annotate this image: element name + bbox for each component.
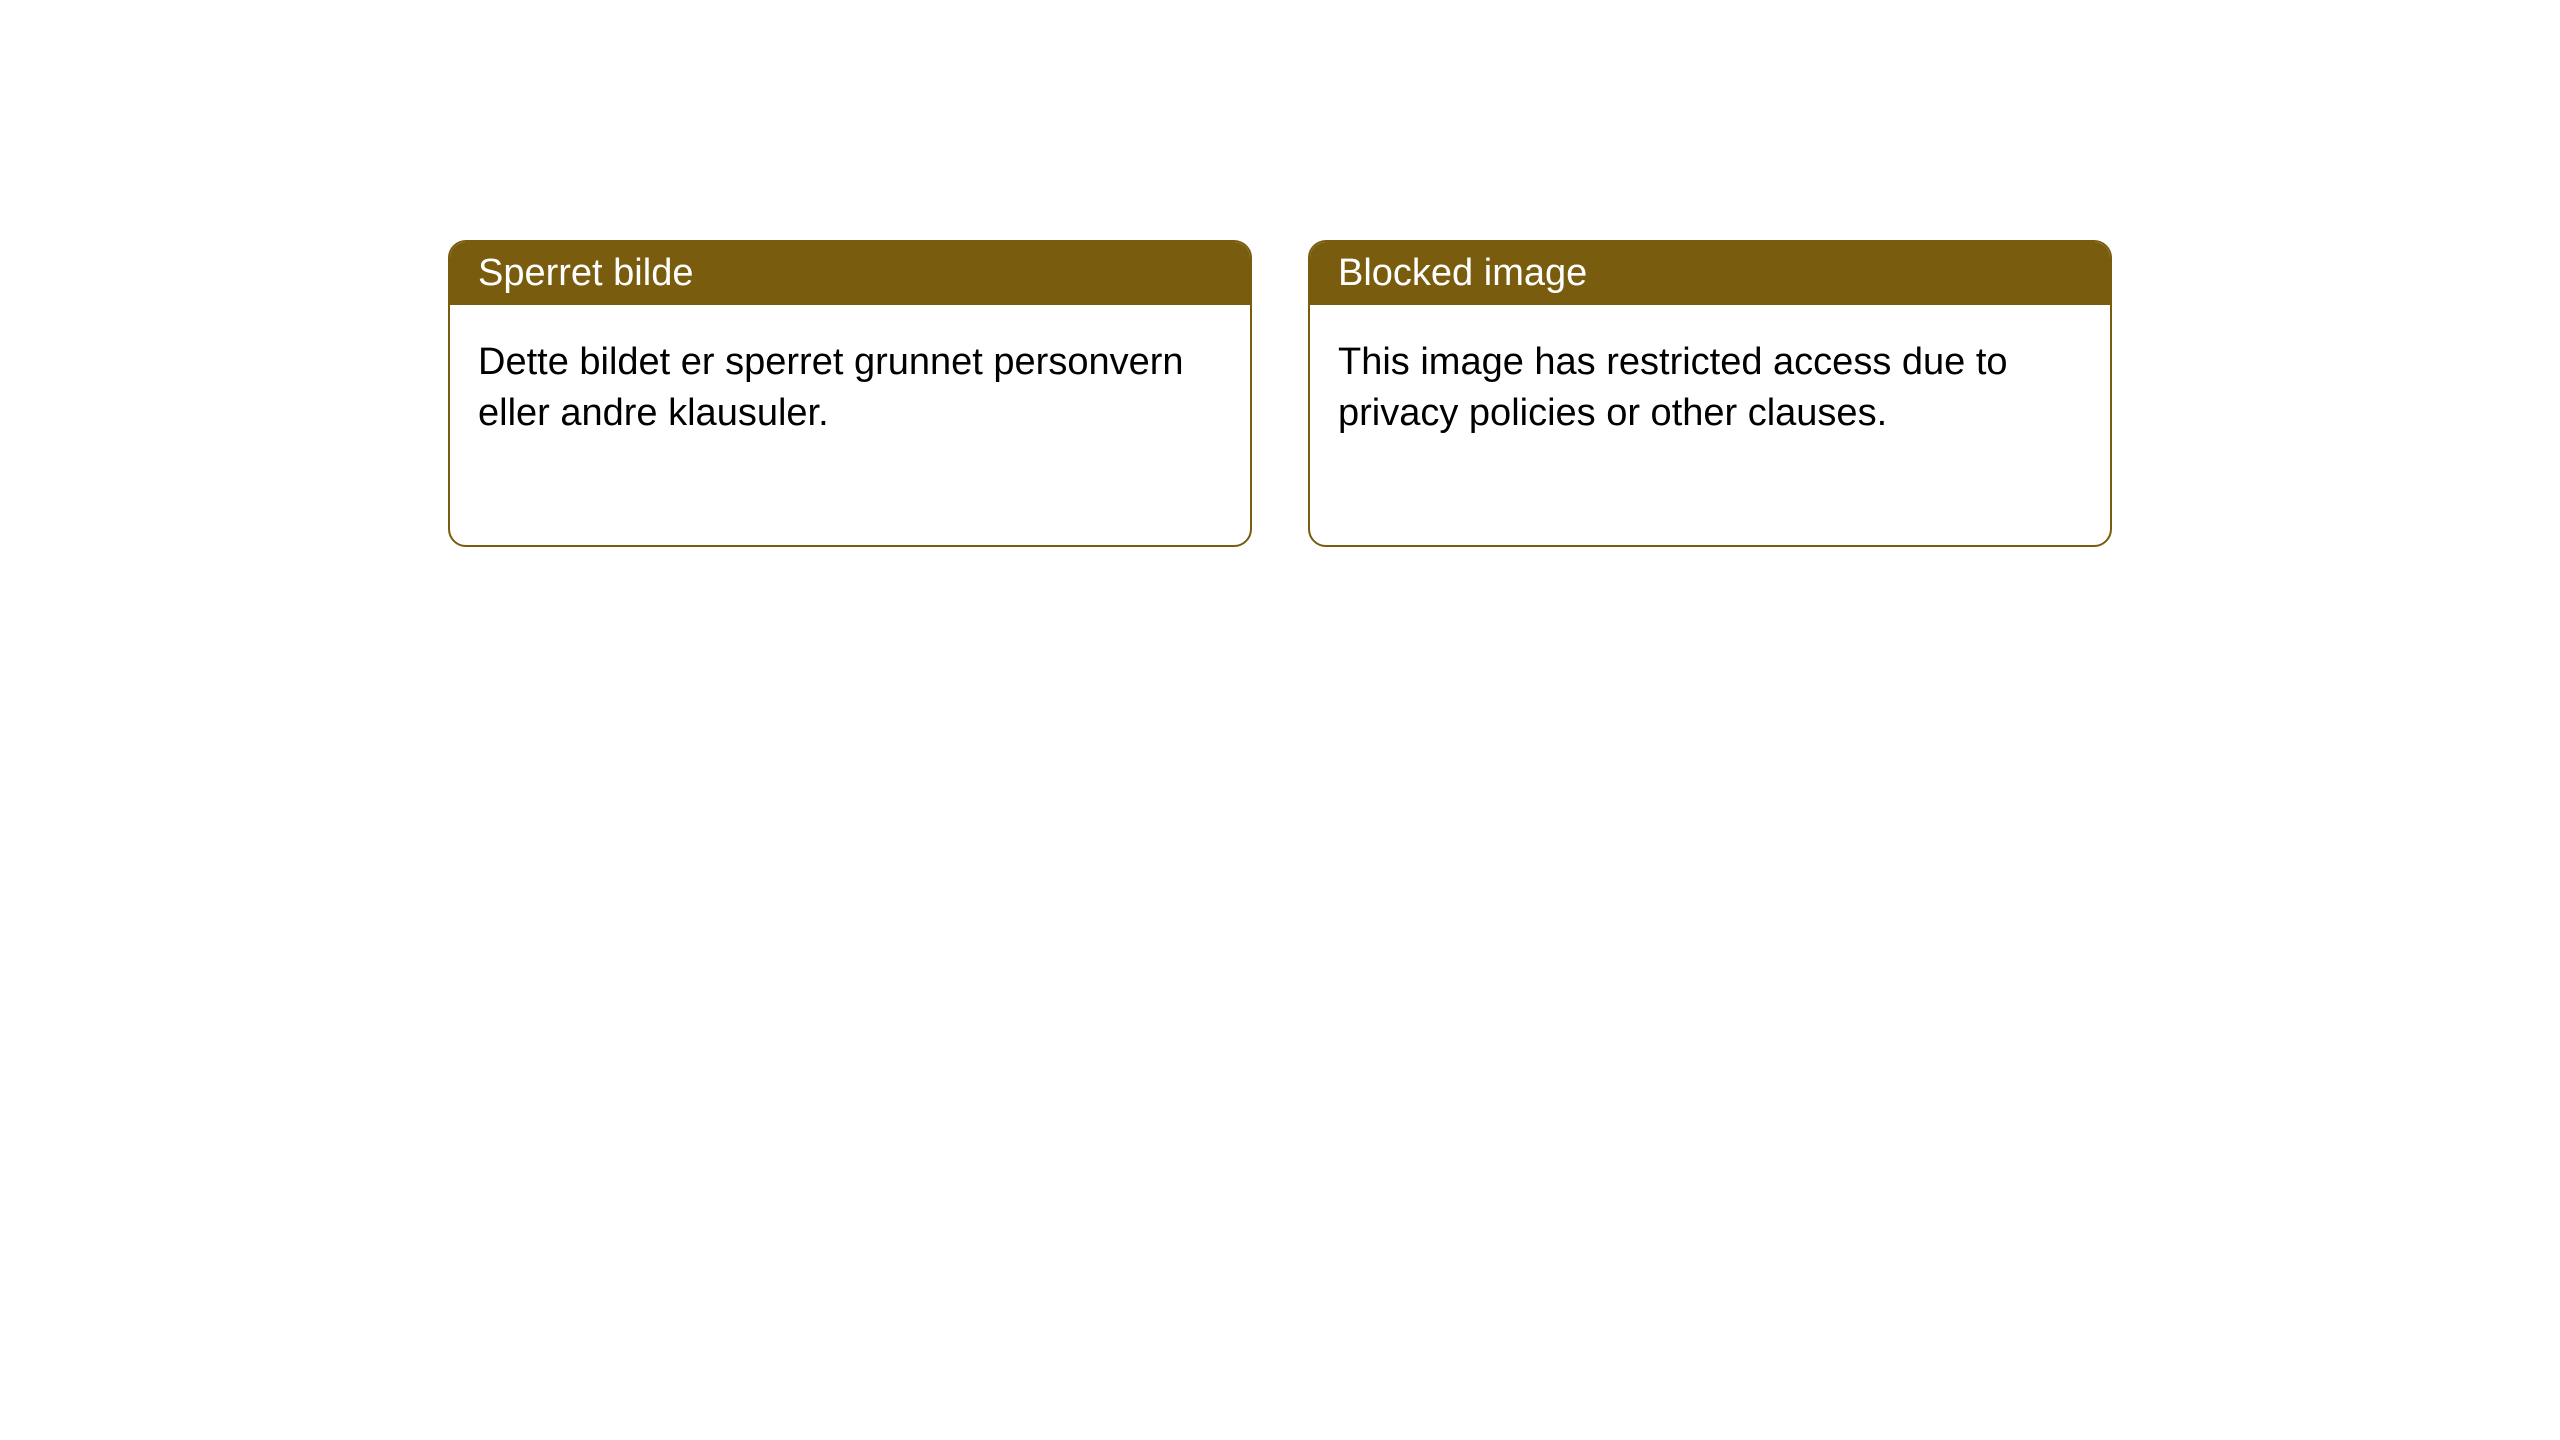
notice-box-norwegian: Sperret bilde Dette bildet er sperret gr… bbox=[448, 240, 1252, 547]
notice-header: Blocked image bbox=[1310, 242, 2110, 305]
notice-header: Sperret bilde bbox=[450, 242, 1250, 305]
notice-box-english: Blocked image This image has restricted … bbox=[1308, 240, 2112, 547]
notice-body: Dette bildet er sperret grunnet personve… bbox=[450, 305, 1250, 545]
notice-container: Sperret bilde Dette bildet er sperret gr… bbox=[0, 0, 2560, 547]
notice-body: This image has restricted access due to … bbox=[1310, 305, 2110, 545]
